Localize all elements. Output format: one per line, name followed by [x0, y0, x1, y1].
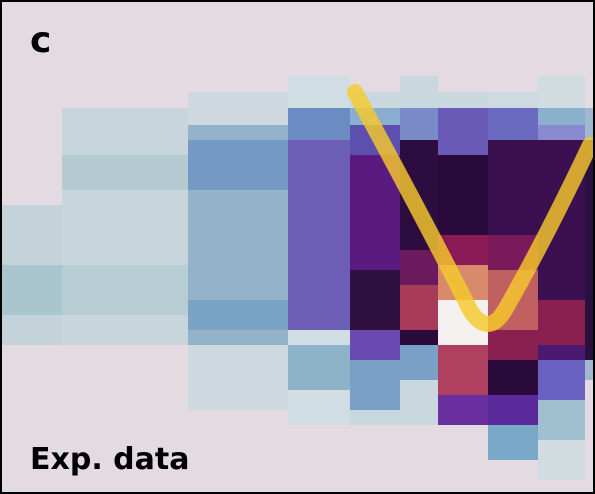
heatmap-block	[488, 330, 538, 360]
heatmap-block	[0, 265, 62, 315]
heatmap-block	[62, 265, 188, 315]
heatmap-block	[62, 155, 188, 190]
heatmap-block	[400, 345, 438, 380]
heatmap-block	[538, 345, 585, 360]
heatmap-block	[438, 395, 488, 425]
heatmap-block	[538, 125, 585, 140]
heatmap-image	[0, 76, 595, 480]
heatmap-block	[488, 360, 538, 395]
heatmap-block	[538, 360, 585, 400]
heatmap-block	[538, 300, 585, 345]
heatmap-block	[188, 140, 288, 190]
heatmap-block	[400, 108, 438, 140]
heatmap-block	[400, 285, 438, 330]
overlay-curve	[347, 84, 595, 332]
heatmap-block	[350, 360, 400, 410]
heatmap-block	[350, 330, 400, 360]
heatmap-block	[350, 270, 400, 330]
heatmap-block	[288, 108, 350, 140]
heatmap-block	[538, 108, 585, 125]
heatmap-block	[400, 250, 438, 285]
heatmap-block	[438, 155, 488, 235]
heatmap-block	[488, 140, 538, 235]
heatmap-block	[488, 395, 538, 425]
heatmap-block	[585, 140, 595, 360]
heatmap-block	[438, 108, 488, 155]
heatmap-block	[288, 345, 350, 390]
heatmap-block	[488, 425, 538, 460]
panel-label: Exp. data	[30, 442, 189, 477]
heatmap-block	[438, 345, 488, 395]
heatmap-block	[538, 400, 585, 440]
heatmap-block	[400, 330, 438, 345]
heatmap-block	[288, 140, 350, 330]
panel-letter: c	[30, 20, 51, 61]
heatmap-block	[188, 300, 288, 330]
heatmap-block	[488, 108, 538, 140]
